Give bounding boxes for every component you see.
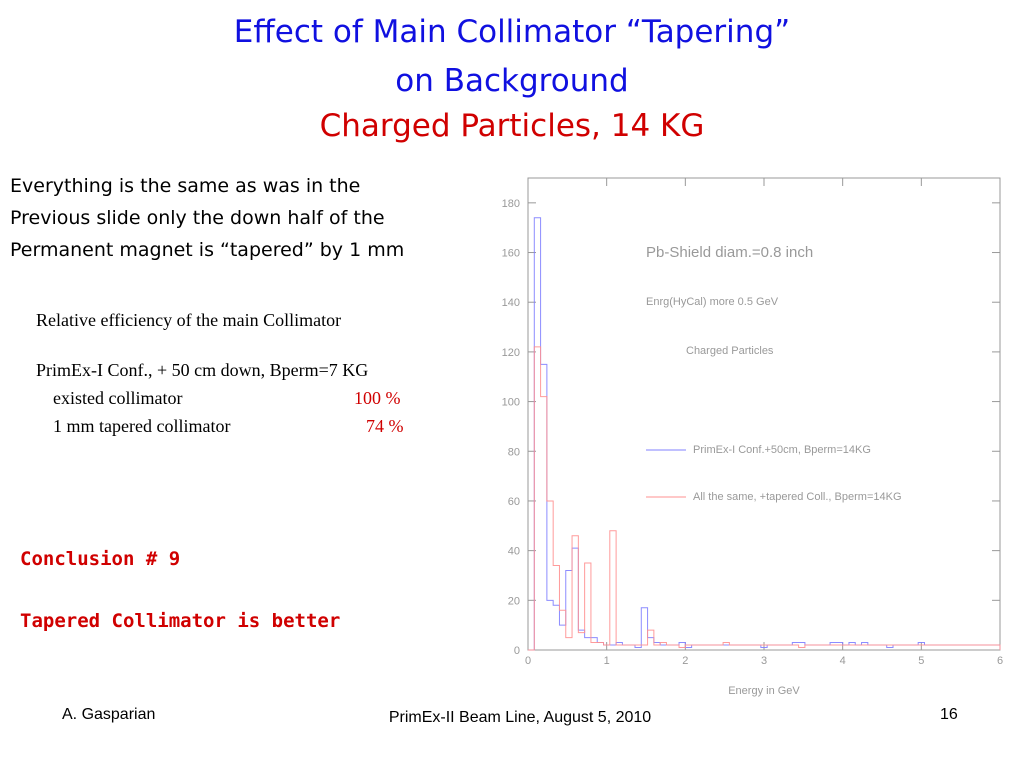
histogram-series-1 (528, 217, 1001, 651)
y-tick-label: 160 (502, 248, 520, 260)
y-tick-label: 120 (502, 347, 520, 359)
y-tick-label: 0 (514, 645, 520, 657)
page-number: 16 (940, 706, 958, 723)
x-tick-label: 2 (682, 655, 688, 667)
x-axis-label: Energy in GeV (728, 685, 800, 697)
footer-author: A. Gasparian (62, 706, 156, 723)
conclusion-text: Tapered Collimator is better (20, 610, 341, 632)
y-tick-label: 180 (502, 198, 520, 210)
x-tick-label: 5 (918, 655, 924, 667)
legend-label: PrimEx-I Conf.+50cm, Bperm=14KG (693, 444, 871, 456)
histogram-series-2 (528, 346, 1001, 651)
configuration-label: PrimEx-I Conf., + 50 cm down, Bperm=7 KG (36, 360, 369, 380)
y-tick-label: 20 (508, 595, 520, 607)
x-tick-label: 4 (840, 655, 846, 667)
footer-title: PrimEx-II Beam Line, August 5, 2010 (388, 709, 652, 726)
efficiency-row-value: 100 % (354, 388, 401, 408)
intro-line: Permanent magnet is “tapered” by 1 mm (10, 239, 405, 261)
slide-subtitle: Charged Particles, 14 KG (319, 108, 705, 144)
chart-annotation: Enrg(HyCal) more 0.5 GeV (646, 296, 779, 308)
x-tick-label: 6 (997, 655, 1003, 667)
efficiency-row-value: 74 % (366, 416, 404, 436)
efficiency-heading: Relative efficiency of the main Collimat… (36, 310, 342, 330)
chart-annotation: Pb-Shield diam.=0.8 inch (646, 244, 813, 261)
efficiency-row-name: existed collimator (53, 388, 183, 408)
x-tick-label: 0 (525, 655, 531, 667)
y-tick-label: 60 (508, 496, 520, 508)
x-tick-label: 1 (604, 655, 610, 667)
x-tick-label: 3 (761, 655, 767, 667)
slide-title-line2: on Background (395, 63, 629, 99)
intro-line: Everything is the same as was in the (10, 175, 361, 197)
y-tick-label: 40 (508, 546, 520, 558)
y-tick-label: 140 (502, 297, 520, 309)
legend-label: All the same, +tapered Coll., Bperm=14KG (693, 491, 902, 503)
chart-annotation: Charged Particles (686, 345, 774, 357)
intro-line: Previous slide only the down half of the (10, 207, 385, 229)
y-tick-label: 100 (502, 397, 520, 409)
conclusion-title: Conclusion # 9 (20, 548, 181, 570)
efficiency-row-name: 1 mm tapered collimator (53, 416, 231, 436)
intro-text: Everything is the same as was in the Pre… (10, 170, 490, 266)
y-tick-label: 80 (508, 446, 520, 458)
slide-title: Effect of Main Collimator “Tapering” (233, 14, 791, 50)
